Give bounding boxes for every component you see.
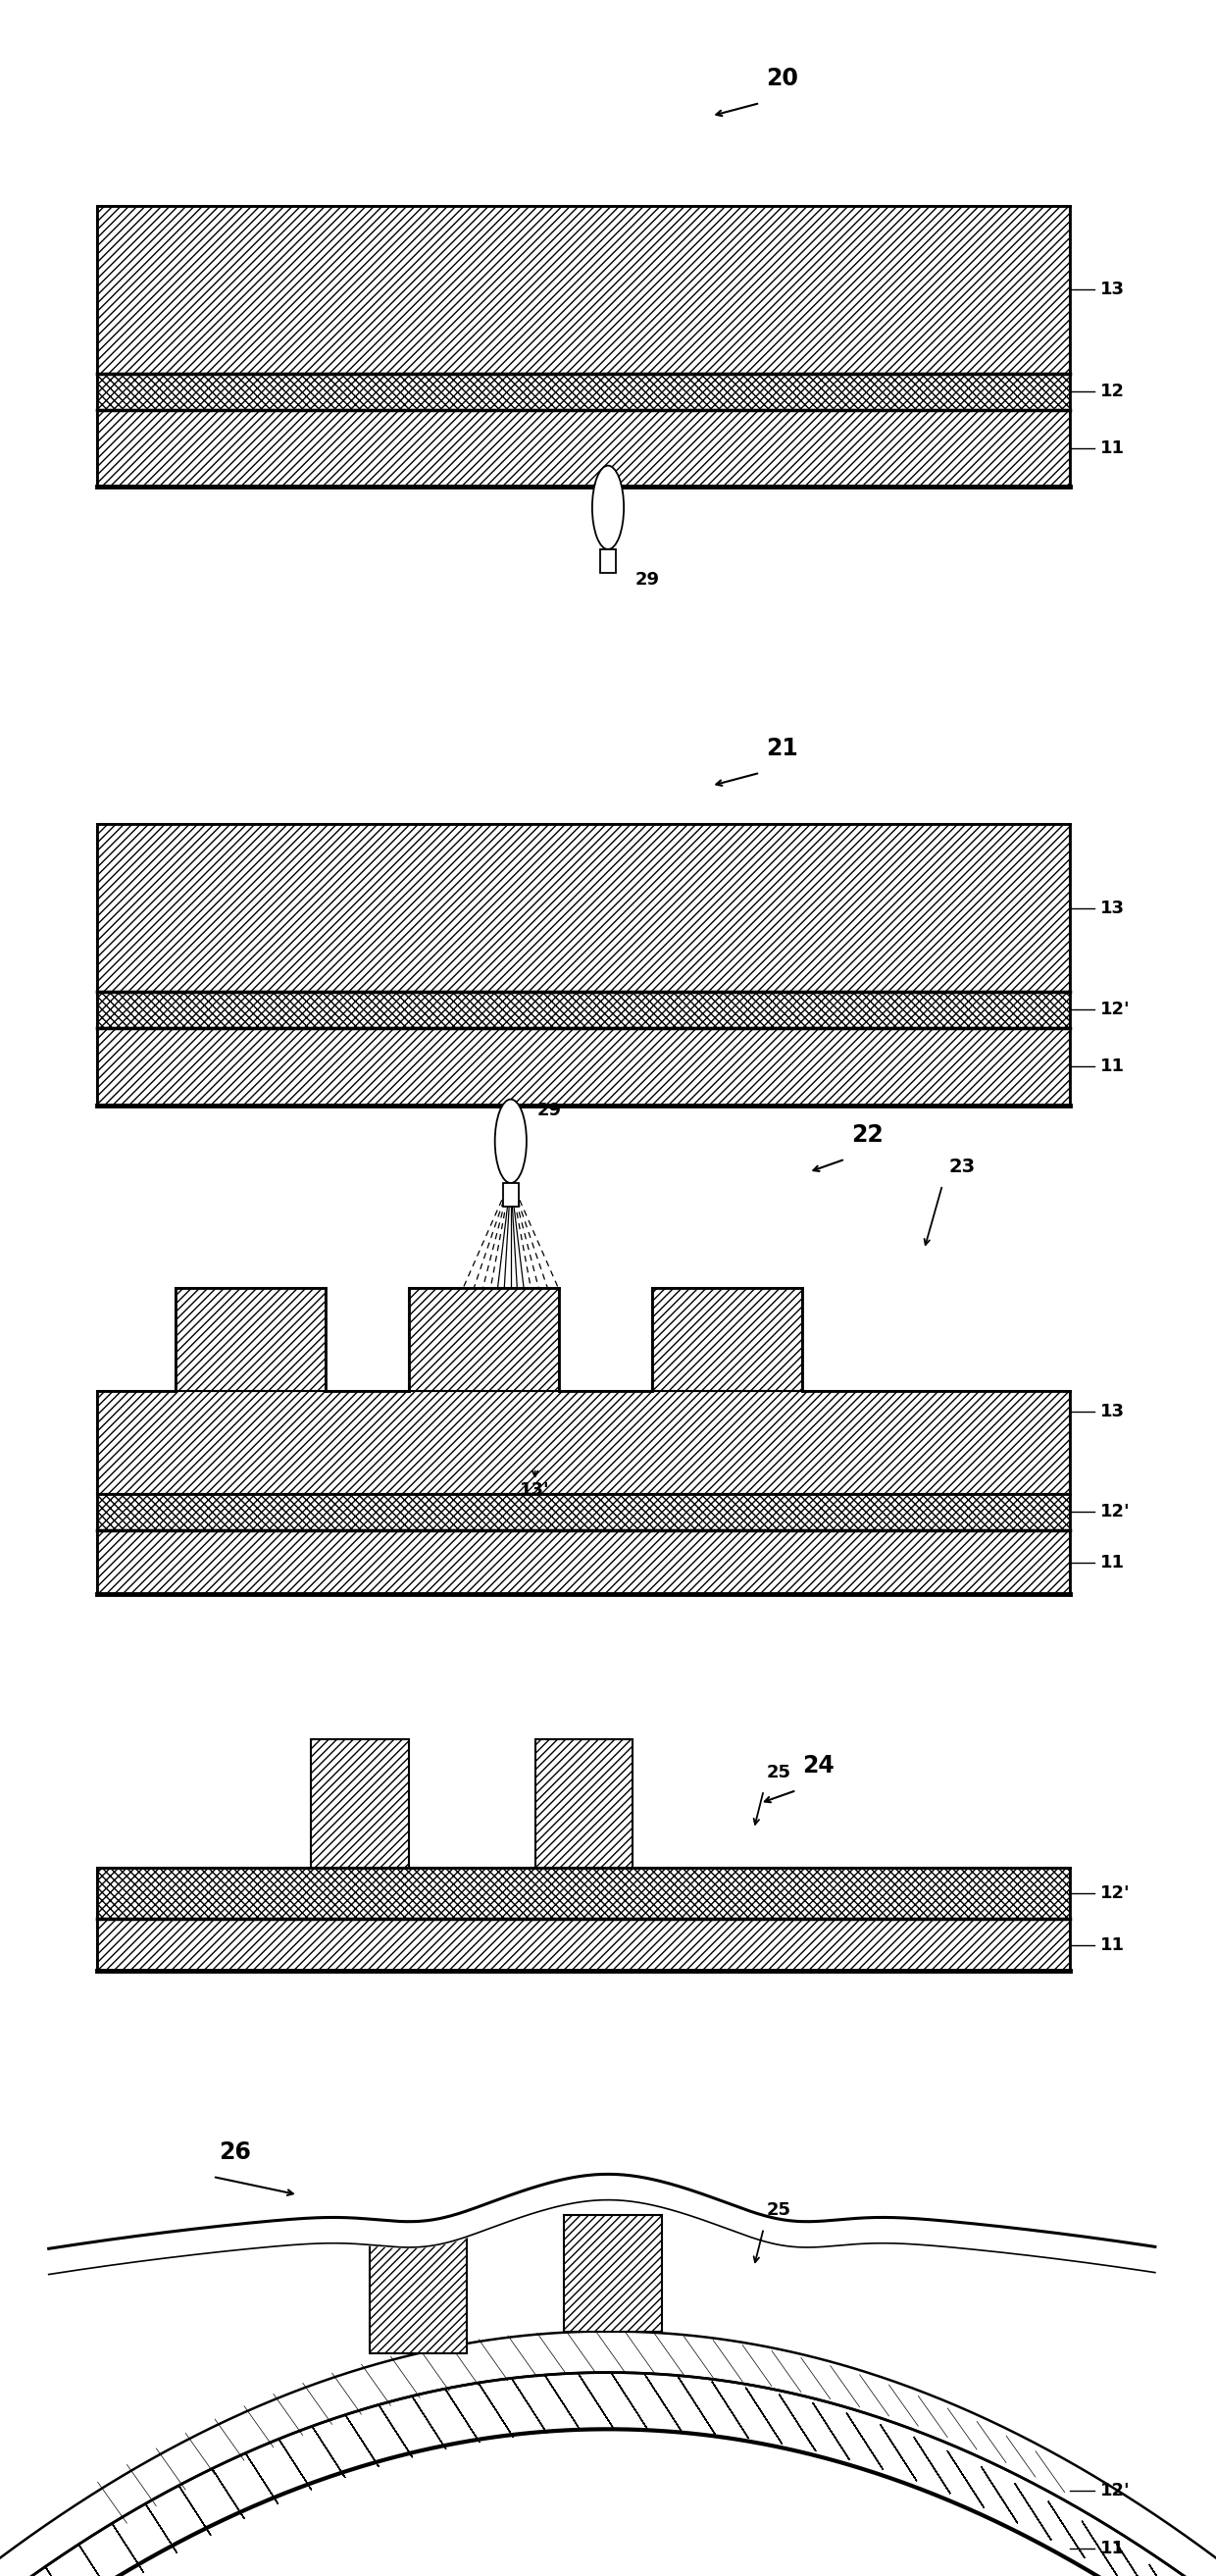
- Text: 22: 22: [851, 1123, 883, 1146]
- Text: 25: 25: [766, 1765, 790, 1783]
- Text: 12': 12': [1100, 1504, 1131, 1520]
- Bar: [97, 1530, 1070, 1595]
- Ellipse shape: [592, 466, 624, 549]
- Text: 11: 11: [1100, 1937, 1125, 1953]
- Text: 29: 29: [537, 1103, 562, 1121]
- Text: 29: 29: [635, 572, 659, 590]
- Bar: [175, 1288, 326, 1391]
- Text: 11: 11: [1100, 1553, 1125, 1571]
- Text: 12': 12': [1100, 1002, 1131, 1018]
- Bar: [599, 549, 615, 572]
- Text: 25: 25: [766, 2202, 790, 2221]
- Bar: [652, 1288, 803, 1391]
- Bar: [370, 2239, 467, 2354]
- Text: 24: 24: [803, 1754, 834, 1777]
- Bar: [97, 1868, 1070, 1919]
- Ellipse shape: [495, 1100, 527, 1182]
- Text: 12: 12: [1100, 384, 1125, 399]
- Bar: [97, 1494, 1070, 1530]
- Bar: [97, 1919, 1070, 1971]
- Bar: [97, 1028, 1070, 1105]
- Bar: [535, 1739, 632, 1868]
- Bar: [97, 824, 1070, 992]
- Text: 12': 12': [1100, 2483, 1131, 2499]
- Text: 13: 13: [1100, 1404, 1125, 1419]
- Bar: [97, 1391, 1070, 1494]
- Text: 23: 23: [948, 1157, 975, 1177]
- Text: 21: 21: [766, 737, 798, 760]
- Bar: [503, 1182, 518, 1206]
- Text: 11: 11: [1100, 1059, 1125, 1074]
- Bar: [97, 206, 1070, 374]
- Bar: [97, 374, 1070, 410]
- Text: 26: 26: [219, 2141, 252, 2164]
- Bar: [409, 1288, 559, 1391]
- Bar: [311, 1739, 409, 1868]
- Bar: [97, 410, 1070, 487]
- Text: 12': 12': [1100, 1886, 1131, 1901]
- Text: 11: 11: [1100, 2540, 1125, 2558]
- Text: 11: 11: [1100, 440, 1125, 456]
- Text: 20: 20: [766, 67, 799, 90]
- Text: 13': 13': [520, 1481, 550, 1499]
- Bar: [564, 2215, 662, 2331]
- Text: 13: 13: [1100, 899, 1125, 917]
- Bar: [97, 992, 1070, 1028]
- Text: 13: 13: [1100, 281, 1125, 299]
